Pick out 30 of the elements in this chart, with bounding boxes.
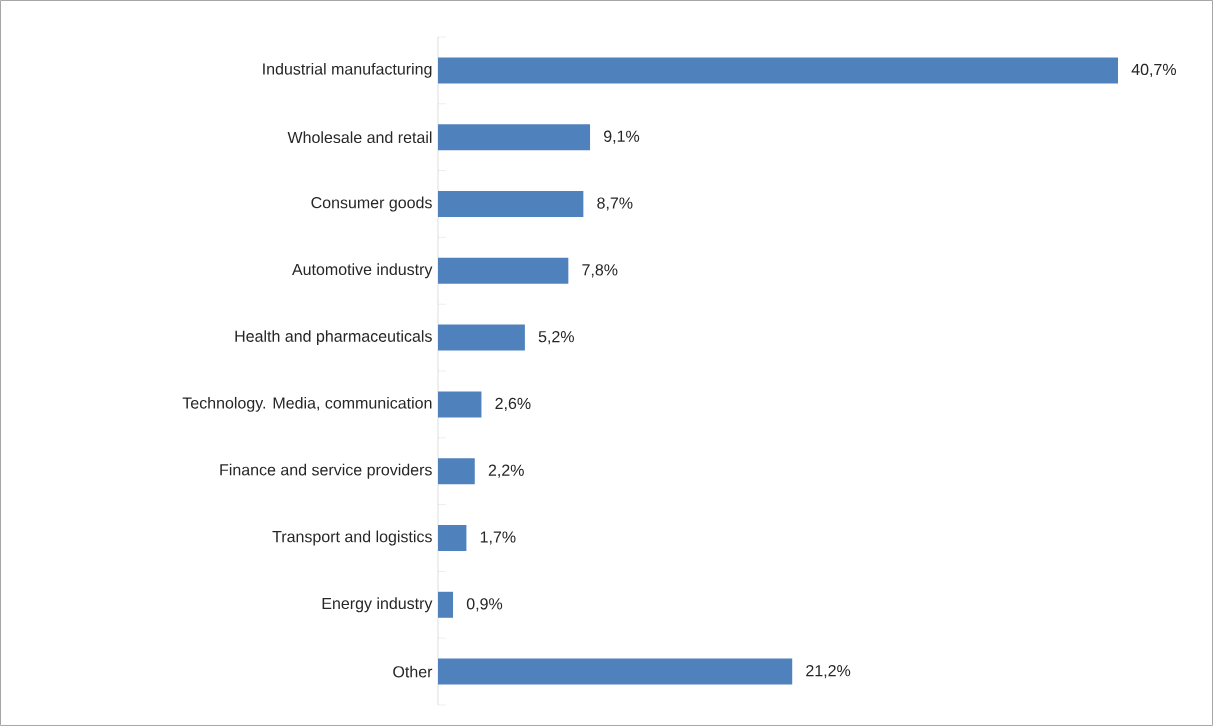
bar bbox=[438, 524, 467, 551]
data-label: 2,2% bbox=[488, 464, 524, 478]
data-label: 21,2% bbox=[806, 664, 851, 679]
bar bbox=[438, 257, 569, 284]
data-label: 2,6% bbox=[495, 397, 531, 411]
bar bbox=[438, 658, 793, 685]
bar bbox=[438, 324, 525, 351]
bar bbox=[438, 124, 591, 151]
data-label: 8,7% bbox=[597, 197, 633, 211]
bar bbox=[438, 57, 1119, 84]
y-tick-label: Consumer goods bbox=[311, 196, 432, 212]
y-tick-label: Automotive industry bbox=[292, 263, 433, 279]
y-tick-label: Energy industry bbox=[322, 597, 433, 613]
data-label: 7,8% bbox=[582, 264, 618, 278]
data-label: 1,7% bbox=[480, 531, 516, 545]
bar bbox=[438, 391, 482, 418]
data-label: 9,1% bbox=[604, 130, 640, 144]
y-tick-label: Other bbox=[393, 665, 433, 678]
data-label: 0,9% bbox=[466, 598, 503, 612]
y-tick-label: Technology. Media, communication bbox=[182, 396, 432, 412]
y-tick-label: Industrial manufacturing bbox=[263, 62, 432, 78]
bar bbox=[438, 190, 584, 217]
y-tick-label: Health and pharmaceuticals bbox=[235, 330, 432, 346]
y-tick-label: Finance and service providers bbox=[220, 463, 432, 479]
y-tick-label: Transport and logistics bbox=[272, 530, 432, 546]
bar bbox=[438, 458, 475, 485]
bar bbox=[438, 591, 454, 618]
data-label: 5,2% bbox=[538, 330, 574, 345]
data-label: 40,7% bbox=[1131, 63, 1176, 77]
y-tick-label: Wholesale and retail bbox=[287, 131, 432, 144]
